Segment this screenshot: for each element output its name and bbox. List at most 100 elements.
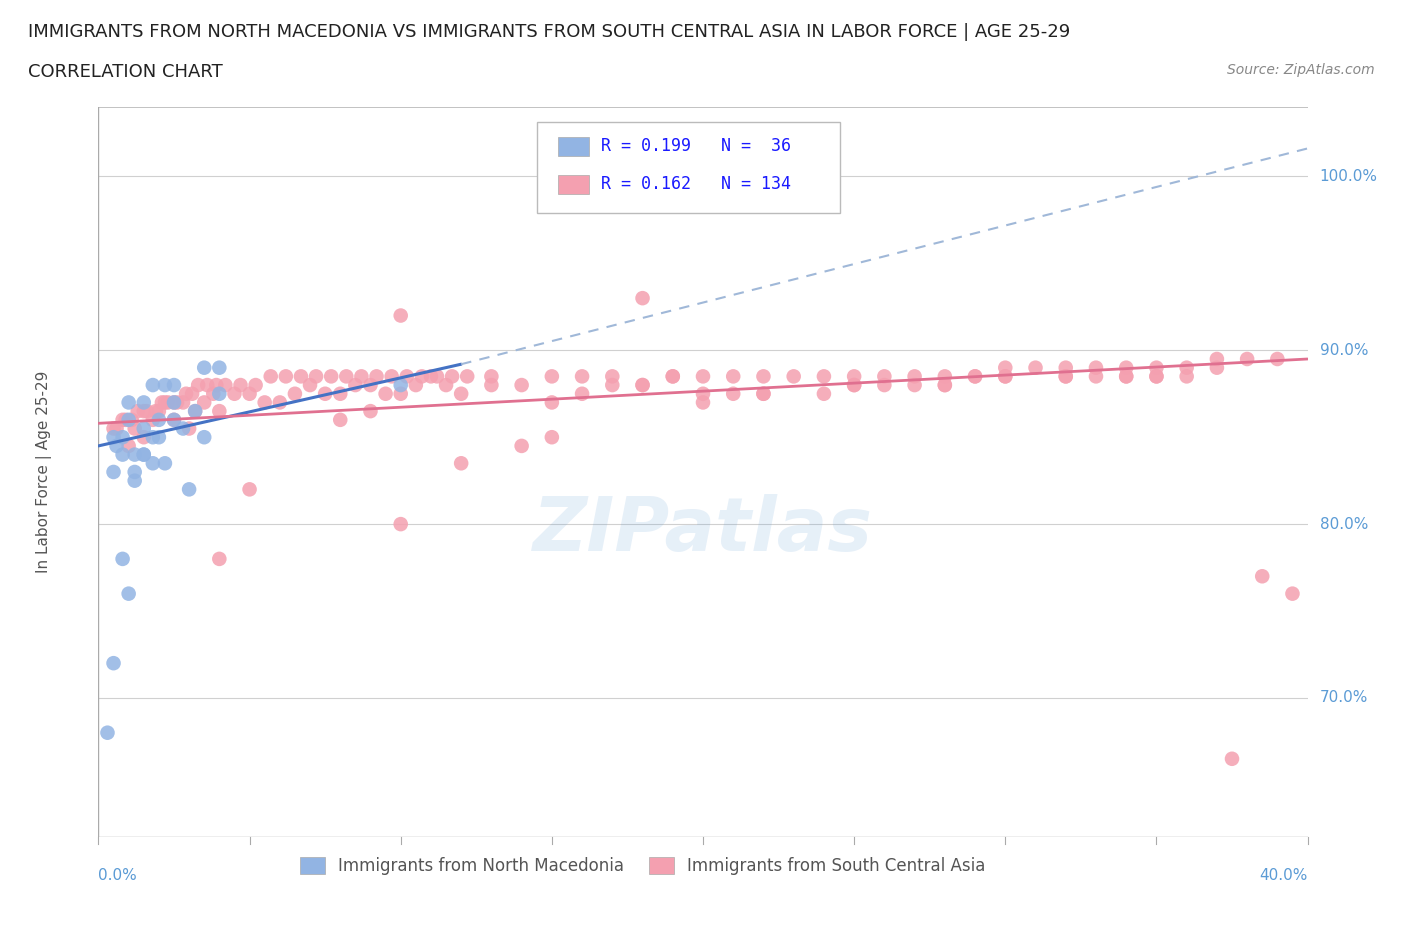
Point [148, 412, 170, 427]
Point [441, 369, 464, 384]
Point [350, 369, 373, 384]
Point [208, 404, 231, 418]
Bar [558, 175, 589, 193]
Point [145, 404, 167, 418]
Point [1085, 369, 1108, 384]
Point [1115, 360, 1137, 375]
Point [813, 369, 835, 384]
Point [163, 378, 186, 392]
Point [239, 386, 262, 401]
Point [172, 421, 194, 436]
Point [934, 369, 956, 384]
Point [540, 395, 562, 410]
Point [127, 404, 149, 418]
Point [193, 395, 215, 410]
Point [813, 386, 835, 401]
Point [124, 473, 146, 488]
Text: 80.0%: 80.0% [1320, 517, 1368, 532]
Point [103, 430, 125, 445]
Text: R = 0.199   N =  36: R = 0.199 N = 36 [602, 137, 792, 154]
Point [1054, 369, 1077, 384]
Point [934, 378, 956, 392]
Point [335, 369, 357, 384]
Point [1144, 360, 1167, 375]
Point [205, 378, 228, 392]
Point [179, 482, 201, 497]
Point [103, 465, 125, 480]
Point [103, 656, 125, 671]
Point [174, 386, 197, 401]
Point [692, 369, 714, 384]
Point [314, 386, 336, 401]
Point [783, 369, 806, 384]
Point [274, 369, 297, 384]
Text: In Labor Force | Age 25-29: In Labor Force | Age 25-29 [37, 371, 52, 573]
Point [965, 369, 987, 384]
Point [1206, 352, 1229, 366]
Text: 40.0%: 40.0% [1260, 869, 1308, 883]
Point [994, 369, 1017, 384]
Point [142, 378, 165, 392]
Point [1054, 369, 1077, 384]
Point [360, 404, 382, 418]
Point [299, 378, 322, 392]
Point [602, 369, 624, 384]
Point [360, 378, 382, 392]
Point [540, 369, 562, 384]
Text: 100.0%: 100.0% [1320, 169, 1378, 184]
Point [389, 378, 412, 392]
Point [994, 360, 1017, 375]
Point [1144, 369, 1167, 384]
Point [1220, 751, 1243, 766]
Point [103, 421, 125, 436]
Point [1251, 569, 1274, 584]
Point [873, 378, 896, 392]
Point [374, 386, 396, 401]
Point [510, 438, 533, 453]
Point [153, 395, 176, 410]
Point [132, 430, 155, 445]
Point [752, 386, 775, 401]
Point [179, 421, 201, 436]
Point [904, 369, 927, 384]
Point [118, 412, 141, 427]
Point [202, 386, 225, 401]
Point [142, 430, 165, 445]
Point [450, 386, 472, 401]
Point [96, 725, 118, 740]
Point [481, 369, 503, 384]
Point [193, 430, 215, 445]
Point [571, 369, 593, 384]
Point [321, 369, 343, 384]
Point [752, 386, 775, 401]
Point [153, 378, 176, 392]
Point [1281, 586, 1303, 601]
Point [132, 404, 155, 418]
Point [118, 395, 141, 410]
Point [111, 551, 134, 566]
Point [405, 378, 427, 392]
Point [661, 369, 683, 384]
Point [389, 386, 412, 401]
Point [163, 412, 186, 427]
Point [723, 369, 745, 384]
Point [1054, 360, 1077, 375]
Text: ZIPatlas: ZIPatlas [533, 494, 873, 567]
Point [239, 482, 262, 497]
Point [1024, 360, 1046, 375]
Point [148, 404, 170, 418]
Point [142, 456, 165, 471]
Point [208, 551, 231, 566]
Point [1144, 369, 1167, 384]
Point [1236, 352, 1258, 366]
Point [1175, 369, 1198, 384]
Point [381, 369, 404, 384]
Point [389, 308, 412, 323]
Point [692, 395, 714, 410]
Point [111, 412, 134, 427]
Point [229, 378, 252, 392]
Point [253, 395, 276, 410]
Point [224, 386, 246, 401]
Point [166, 395, 188, 410]
Point [111, 430, 134, 445]
